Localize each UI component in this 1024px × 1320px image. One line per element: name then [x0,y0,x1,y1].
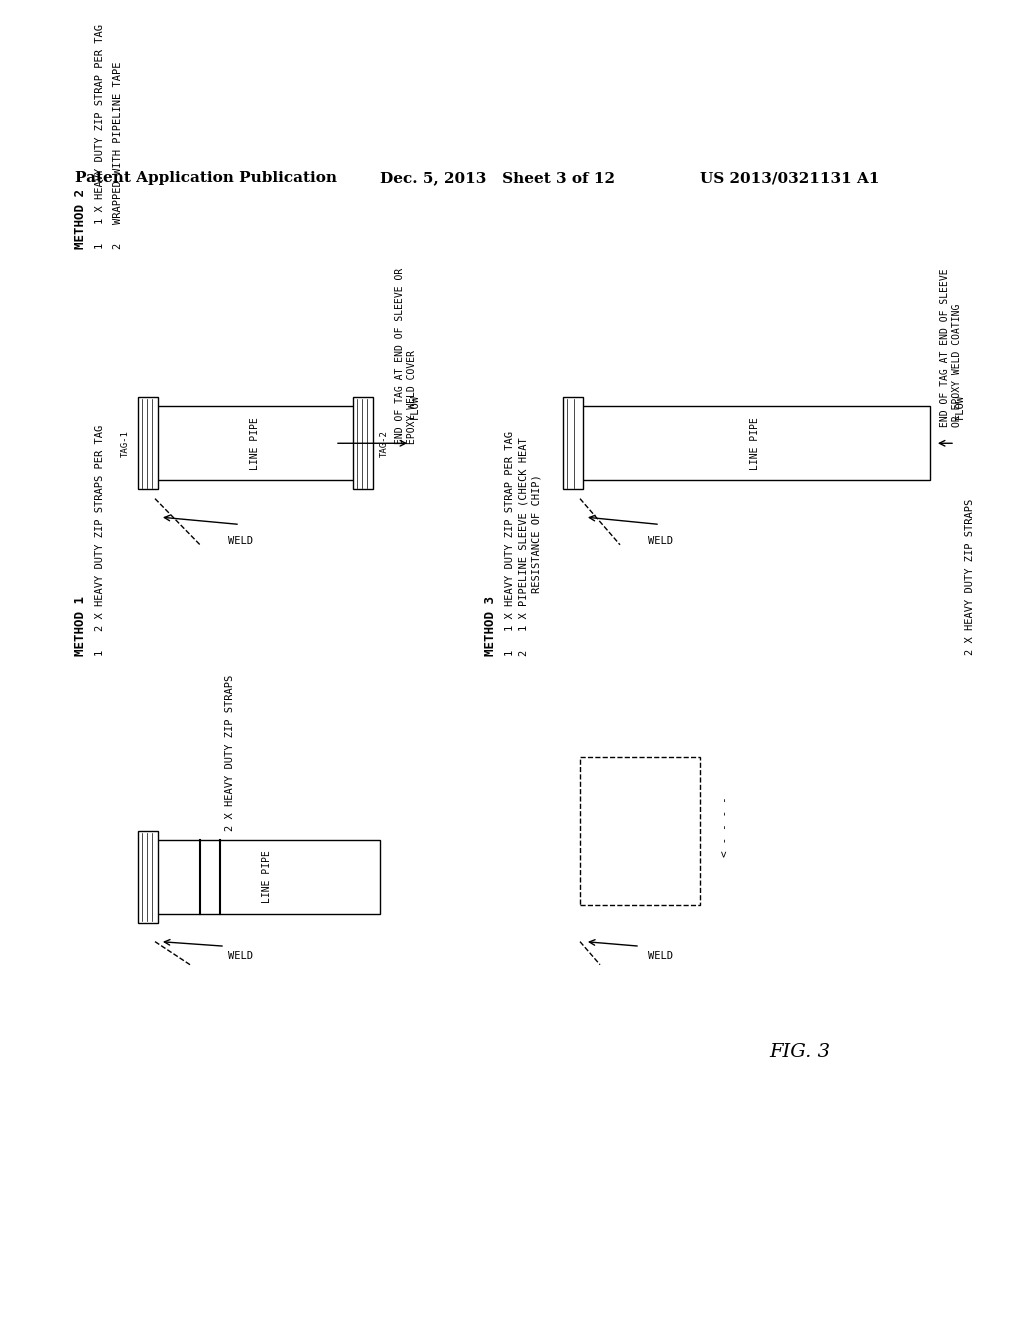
Bar [155,840,380,913]
Text: END OF TAG AT END OF SLEEVE
OR EPOXY WELD COATING: END OF TAG AT END OF SLEEVE OR EPOXY WEL… [940,268,963,426]
Text: WELD: WELD [647,950,673,961]
Text: WELD: WELD [647,536,673,545]
Bar [155,407,355,480]
Bar [580,758,700,904]
Text: 2   1 X PIPELINE SLEEVE (CHECK HEAT
    RESISTANCE OF CHIP): 2 1 X PIPELINE SLEEVE (CHECK HEAT RESIST… [519,437,542,656]
Text: 2 X HEAVY DUTY ZIP STRAPS: 2 X HEAVY DUTY ZIP STRAPS [965,499,975,655]
Text: WELD: WELD [227,950,253,961]
Bar [138,397,158,490]
Text: METHOD 2: METHOD 2 [74,190,86,249]
Text: 2 X HEAVY DUTY ZIP STRAPS: 2 X HEAVY DUTY ZIP STRAPS [225,675,234,830]
Text: FLOW: FLOW [410,393,420,418]
Bar [138,830,158,923]
Text: LINE PIPE: LINE PIPE [262,850,272,903]
Text: METHOD 1: METHOD 1 [74,595,86,656]
Text: TAG-2: TAG-2 [380,430,389,457]
Text: 2   WRAPPED WITH PIPELINE TAPE: 2 WRAPPED WITH PIPELINE TAPE [113,62,123,249]
Text: < - - - -: < - - - - [720,796,730,857]
Text: LINE PIPE: LINE PIPE [750,417,760,470]
Text: Patent Application Publication: Patent Application Publication [75,172,337,185]
Text: FLOW: FLOW [955,393,965,418]
Text: Dec. 5, 2013   Sheet 3 of 12: Dec. 5, 2013 Sheet 3 of 12 [380,172,615,185]
Text: TAG-1: TAG-1 [121,430,130,457]
Text: US 2013/0321131 A1: US 2013/0321131 A1 [700,172,880,185]
Text: METHOD 3: METHOD 3 [483,595,497,656]
Text: END OF TAG AT END OF SLEEVE OR
EPOXY WELD COVER: END OF TAG AT END OF SLEEVE OR EPOXY WEL… [395,268,418,444]
Text: 1   1 X HEAVY DUTY ZIP STRAP PER TAG: 1 1 X HEAVY DUTY ZIP STRAP PER TAG [95,25,105,249]
Bar [353,397,373,490]
Bar [580,407,930,480]
Text: LINE PIPE: LINE PIPE [250,417,260,470]
Bar [563,397,583,490]
Text: 1   2 X HEAVY DUTY ZIP STRAPS PER TAG: 1 2 X HEAVY DUTY ZIP STRAPS PER TAG [95,424,105,656]
Text: 1   1 X HEAVY DUTY ZIP STRAP PER TAG: 1 1 X HEAVY DUTY ZIP STRAP PER TAG [505,430,515,656]
Text: FIG. 3: FIG. 3 [769,1043,830,1061]
Text: WELD: WELD [227,536,253,545]
